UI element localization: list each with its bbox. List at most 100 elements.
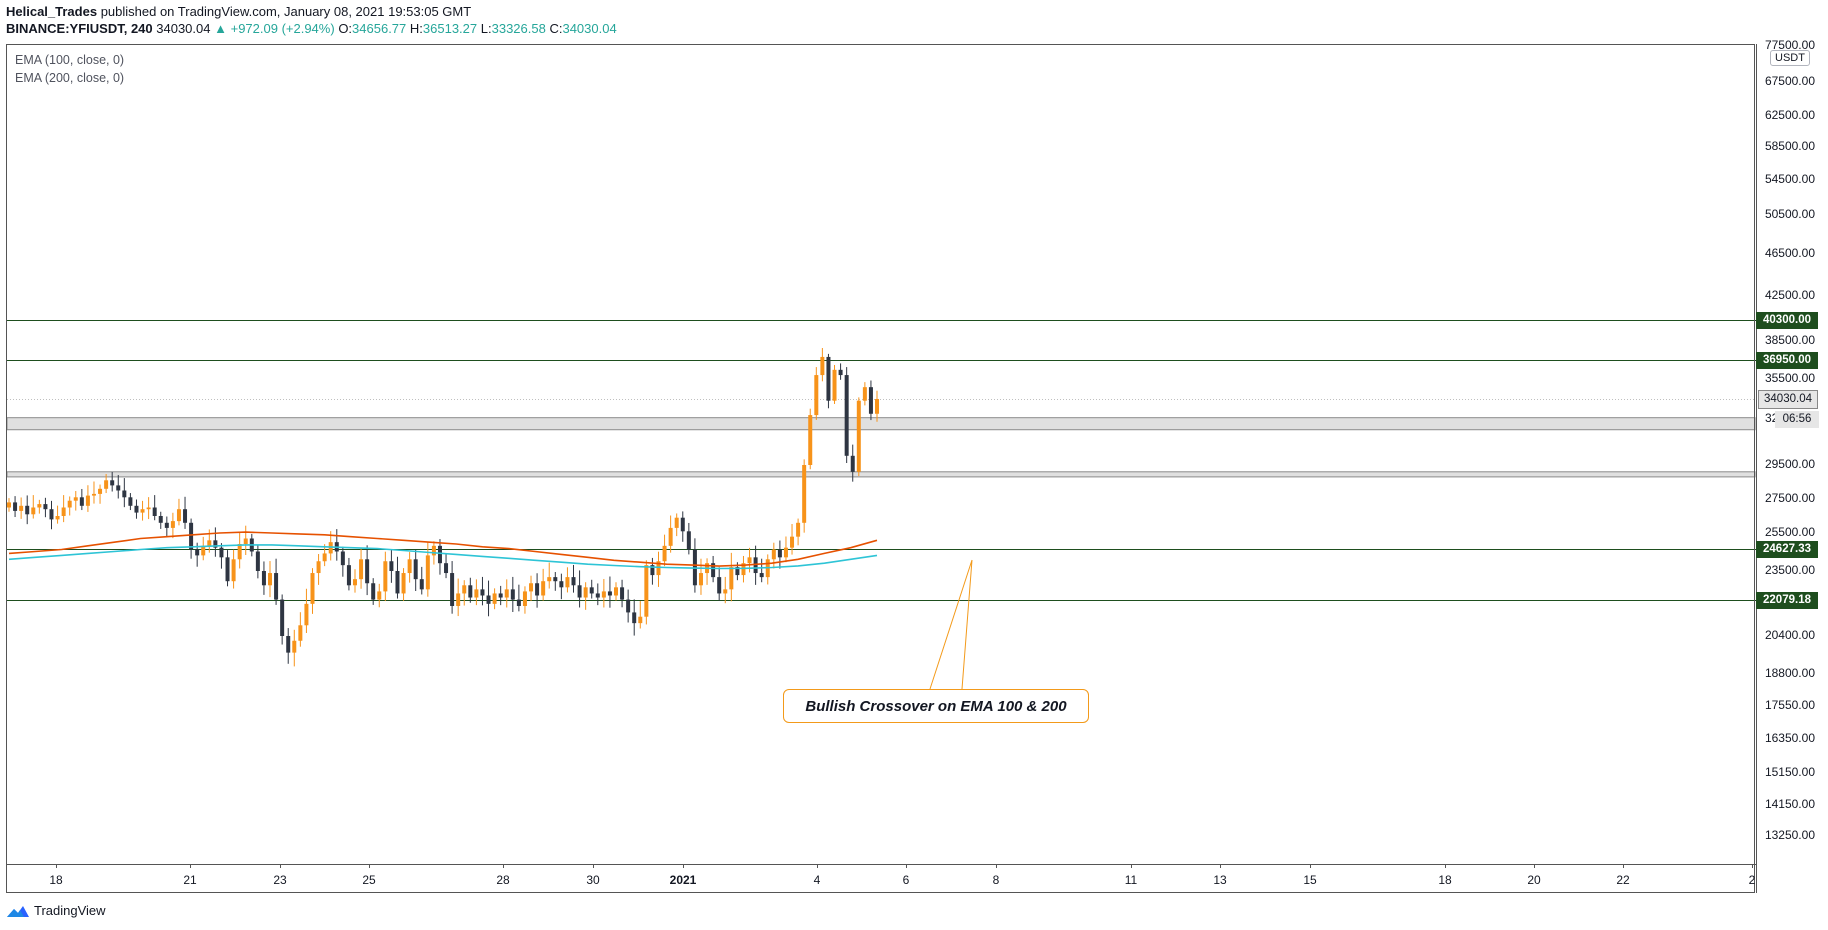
price-tick-label: 29500.00 <box>1764 457 1815 471</box>
candle-body <box>698 573 703 586</box>
candle-body <box>468 585 473 598</box>
price-tick-label: 50500.00 <box>1764 207 1815 221</box>
candle-body <box>413 559 418 580</box>
candle-body <box>286 636 291 653</box>
currency-badge[interactable]: USDT <box>1770 50 1810 66</box>
candle-body <box>589 587 594 594</box>
low-label: L: <box>480 21 492 36</box>
candle-body <box>25 505 30 515</box>
time-axis-border <box>6 864 1757 865</box>
candle-body <box>522 591 527 606</box>
price-tick-label: 16350.00 <box>1764 731 1815 745</box>
candle-body <box>601 591 606 598</box>
candle-body <box>875 399 880 414</box>
candle-body <box>462 585 467 594</box>
open-label: O: <box>338 21 353 36</box>
price-tick-label: 38500.00 <box>1764 333 1815 347</box>
close-value: 34030.04 <box>562 21 617 36</box>
time-tick-label: 28 <box>496 873 510 887</box>
candle-body <box>322 553 327 562</box>
legend-ema100[interactable]: EMA (100, close, 0) <box>15 53 125 67</box>
symbol-info: BINANCE:YFIUSDT, 240 34030.04 ▲ +972.09 … <box>6 21 617 36</box>
time-tick-label: 4 <box>813 873 821 887</box>
candle-body <box>79 497 84 506</box>
candle-body <box>371 583 376 600</box>
price-tick-label: 58500.00 <box>1764 139 1815 153</box>
candle-body <box>504 589 509 598</box>
time-tick-label: 15 <box>1303 873 1317 887</box>
time-tick-label: 25 <box>362 873 376 887</box>
candle-body <box>498 593 503 598</box>
candle-body <box>268 573 273 586</box>
candle-body <box>650 565 655 576</box>
candle-body <box>492 593 497 604</box>
candle-body <box>856 400 861 472</box>
price-tick-label: 35500.00 <box>1764 371 1815 385</box>
time-tick-label: 6 <box>902 873 910 887</box>
candle-body <box>231 559 236 582</box>
candle-body <box>717 577 722 594</box>
candle-body <box>620 587 625 600</box>
candle-body <box>176 509 181 522</box>
time-tick-label: 18 <box>49 873 63 887</box>
price-axis-border <box>1756 44 1757 893</box>
candle-body <box>146 507 151 510</box>
candle-body <box>49 509 54 520</box>
candle-body <box>553 577 558 582</box>
candle-body <box>383 561 388 592</box>
level-tag-36950: 36950.00 <box>1756 352 1818 369</box>
candle-body <box>820 356 825 376</box>
publish-text: published on TradingView.com, January 08… <box>100 4 472 19</box>
author-name[interactable]: Helical_Trades <box>6 4 98 19</box>
candle-body <box>164 522 169 528</box>
candle-body <box>662 545 667 562</box>
candle-body <box>346 565 351 586</box>
candle-body <box>595 593 600 598</box>
candle-body <box>668 527 673 546</box>
candle-body <box>790 536 795 548</box>
candle-body <box>55 516 60 520</box>
close-label: C: <box>549 21 563 36</box>
candle-body <box>395 571 400 594</box>
price-tick-label: 25500.00 <box>1764 525 1815 539</box>
candle-body <box>134 505 139 513</box>
time-tick-label: 22 <box>1616 873 1630 887</box>
candle-body <box>510 589 515 600</box>
brand-name: TradingView <box>34 903 106 918</box>
candle-body <box>456 593 461 606</box>
candle-body <box>280 599 285 636</box>
price-tick-label: 15150.00 <box>1764 765 1815 779</box>
tradingview-brand[interactable]: TradingView <box>6 903 106 918</box>
symbol-title: BINANCE:YFIUSDT, 240 <box>6 21 153 36</box>
candle-body <box>7 502 11 508</box>
candle-body <box>73 497 78 501</box>
candle-body <box>158 516 163 523</box>
candle-body <box>122 490 127 498</box>
candle-body <box>729 567 734 590</box>
candle-body <box>43 504 48 510</box>
candle-body <box>19 505 24 511</box>
time-tick-label: 20 <box>1527 873 1541 887</box>
candle-body <box>796 522 801 537</box>
annotation-callout[interactable]: Bullish Crossover on EMA 100 & 200 <box>783 689 1089 723</box>
bar-timer-tag: 06:56 <box>1775 411 1819 428</box>
candle-body <box>98 488 103 494</box>
candle-body <box>201 545 206 556</box>
candle-body <box>832 369 837 401</box>
candle-body <box>389 561 394 571</box>
legend-ema200[interactable]: EMA (200, close, 0) <box>15 71 125 85</box>
candle-body <box>529 583 534 592</box>
candle-body <box>437 545 442 564</box>
price-tick-label: 13250.00 <box>1764 828 1815 842</box>
candle-body <box>237 544 242 560</box>
price-tick-label: 46500.00 <box>1764 246 1815 260</box>
level-tag-40300: 40300.00 <box>1756 312 1818 329</box>
candle-body <box>431 545 436 556</box>
candle-body <box>814 375 819 416</box>
candle-body <box>656 561 661 576</box>
candle-body <box>304 603 309 626</box>
candle-body <box>128 497 133 506</box>
candle-body <box>723 589 728 594</box>
candle-body <box>674 517 679 528</box>
